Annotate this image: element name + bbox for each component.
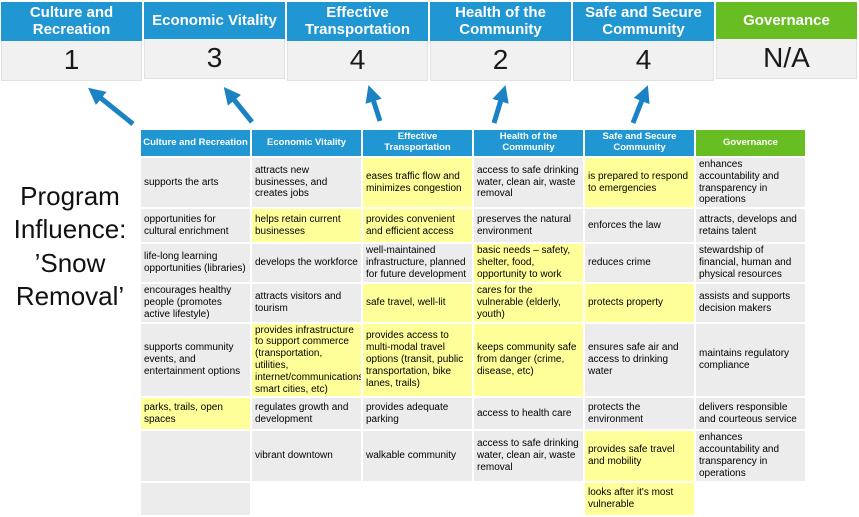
matrix-cell: provides convenient and efficient access bbox=[363, 209, 472, 243]
matrix-row: supports the arts attracts new businesses… bbox=[141, 158, 805, 208]
matrix-cell: attracts, develops and retains talent bbox=[696, 209, 805, 243]
matrix-cell bbox=[141, 431, 250, 481]
program-title: Program Influence: ’Snow Removal’ bbox=[0, 180, 140, 313]
scoreboard-header-label: Effective Transportation bbox=[287, 2, 428, 41]
matrix-cell: access to health care bbox=[474, 398, 583, 430]
scoreboard-column: Culture and Recreation 1 bbox=[1, 2, 142, 81]
matrix-cell: eases traffic flow and minimizes congest… bbox=[363, 158, 472, 208]
matrix-cell: provides access to multi-modal travel op… bbox=[363, 323, 472, 397]
matrix-cell: helps retain current businesses bbox=[252, 209, 361, 243]
matrix-cell: protects property bbox=[585, 284, 694, 322]
matrix-row: supports community events, and entertain… bbox=[141, 323, 805, 397]
matrix-cell: looks after it's most vulnerable bbox=[585, 482, 694, 515]
matrix-cell: enhances accountability and transparency… bbox=[696, 158, 805, 208]
matrix-cell: parks, trails, open spaces bbox=[141, 398, 250, 430]
matrix-header-row: Culture and Recreation Economic Vitality E… bbox=[141, 130, 805, 156]
influence-arrow bbox=[223, 87, 254, 124]
scoreboard-header-label: Economic Vitality bbox=[144, 2, 285, 39]
matrix-row: looks after it's most vulnerable bbox=[141, 482, 805, 515]
matrix-cell bbox=[474, 482, 583, 515]
matrix-row: vibrant downtown walkable community access… bbox=[141, 431, 805, 481]
scoreboard-score-value: N/A bbox=[716, 39, 857, 79]
matrix-header-cell: Safe and Secure Community bbox=[585, 130, 694, 156]
matrix-cell: life-long learning opportunities (librar… bbox=[141, 244, 250, 283]
matrix-cell: regulates growth and development bbox=[252, 398, 361, 430]
matrix-cell: well-maintained infrastructure, planned … bbox=[363, 244, 472, 283]
scoreboard-header-label: Health of the Community bbox=[430, 2, 571, 41]
scoreboard: Culture and Recreation 1 Economic Vitality… bbox=[1, 2, 857, 81]
matrix-cell bbox=[141, 482, 250, 515]
scoreboard-column: Health of the Community 2 bbox=[430, 2, 571, 81]
matrix-cell bbox=[363, 482, 472, 515]
scoreboard-header-label: Safe and Secure Community bbox=[573, 2, 714, 41]
matrix-row: opportunities for cultural enrichment hel… bbox=[141, 209, 805, 243]
matrix-cell: enforces the law bbox=[585, 209, 694, 243]
matrix-cell: encourages healthy people (promotes acti… bbox=[141, 284, 250, 322]
scoreboard-score-value: 2 bbox=[430, 40, 571, 81]
matrix-cell: vibrant downtown bbox=[252, 431, 361, 481]
matrix-cell: assists and supports decision makers bbox=[696, 284, 805, 322]
matrix-cell: supports community events, and entertain… bbox=[141, 323, 250, 397]
scoreboard-score-value: 4 bbox=[573, 40, 714, 81]
matrix-cell: safe travel, well-lit bbox=[363, 284, 472, 322]
scoreboard-header-label: Governance bbox=[716, 2, 857, 39]
program-title-line: ’Snow bbox=[34, 247, 106, 278]
influence-arrow bbox=[491, 85, 509, 124]
matrix-cell: attracts visitors and tourism bbox=[252, 284, 361, 322]
matrix-cell: reduces crime bbox=[585, 244, 694, 283]
matrix-cell bbox=[696, 482, 805, 515]
program-title-line: Influence: bbox=[13, 214, 127, 245]
matrix-cell: basic needs – safety, shelter, food, opp… bbox=[474, 244, 583, 283]
scoreboard-score-value: 4 bbox=[287, 40, 428, 81]
matrix-header-cell: Effective Transportation bbox=[363, 130, 472, 156]
matrix-row: parks, trails, open spaces regulates grow… bbox=[141, 398, 805, 430]
scoreboard-column: Effective Transportation 4 bbox=[287, 2, 428, 81]
matrix-header-cell: Economic Vitality bbox=[252, 130, 361, 156]
scoreboard-score-value: 1 bbox=[1, 40, 142, 81]
matrix-cell: supports the arts bbox=[141, 158, 250, 208]
scoreboard-header-label: Culture and Recreation bbox=[1, 2, 142, 41]
matrix-cell: provides adequate parking bbox=[363, 398, 472, 430]
matrix-cell: preserves the natural environment bbox=[474, 209, 583, 243]
matrix-cell bbox=[252, 482, 361, 515]
matrix-row: encourages healthy people (promotes acti… bbox=[141, 284, 805, 322]
matrix-cell: cares for the vulnerable (elderly, youth… bbox=[474, 284, 583, 322]
scoreboard-column: Safe and Secure Community 4 bbox=[573, 2, 714, 81]
matrix-header-cell: Culture and Recreation bbox=[141, 130, 250, 156]
matrix-cell: attracts new businesses, and creates job… bbox=[252, 158, 361, 208]
influence-arrow bbox=[630, 85, 650, 124]
scoreboard-column: Governance N/A bbox=[716, 2, 857, 81]
program-title-line: Removal’ bbox=[15, 280, 125, 311]
influence-arrows bbox=[88, 85, 650, 126]
matrix-cell: ensures safe air and access to drinking … bbox=[585, 323, 694, 397]
matrix-cell: provides safe travel and mobility bbox=[585, 431, 694, 481]
matrix-cell: protects the environment bbox=[585, 398, 694, 430]
matrix-header-cell: Governance bbox=[696, 130, 805, 156]
influence-arrow bbox=[88, 87, 135, 126]
matrix-cell: maintains regulatory compliance bbox=[696, 323, 805, 397]
influence-matrix: Culture and Recreation Economic Vitality E… bbox=[139, 128, 807, 517]
matrix-cell: stewardship of financial, human and phys… bbox=[696, 244, 805, 283]
scoreboard-column: Economic Vitality 3 bbox=[144, 2, 285, 81]
matrix-cell: opportunities for cultural enrichment bbox=[141, 209, 250, 243]
matrix-header-cell: Health of the Community bbox=[474, 130, 583, 156]
matrix-cell: provides infrastructure to support comme… bbox=[252, 323, 361, 397]
matrix-cell: walkable community bbox=[363, 431, 472, 481]
matrix-cell: keeps community safe from danger (crime,… bbox=[474, 323, 583, 397]
scoreboard-score-value: 3 bbox=[144, 39, 285, 79]
matrix-cell: enhances accountability and transparency… bbox=[696, 431, 805, 481]
matrix-cell: access to safe drinking water, clean air… bbox=[474, 431, 583, 481]
influence-arrow bbox=[365, 85, 383, 122]
matrix-cell: delivers responsible and courteous servi… bbox=[696, 398, 805, 430]
matrix-cell: develops the workforce bbox=[252, 244, 361, 283]
matrix-row: life-long learning opportunities (librar… bbox=[141, 244, 805, 283]
program-title-line: Program bbox=[20, 181, 120, 211]
matrix-cell: access to safe drinking water, clean air… bbox=[474, 158, 583, 208]
matrix-cell: is prepared to respond to emergencies bbox=[585, 158, 694, 208]
